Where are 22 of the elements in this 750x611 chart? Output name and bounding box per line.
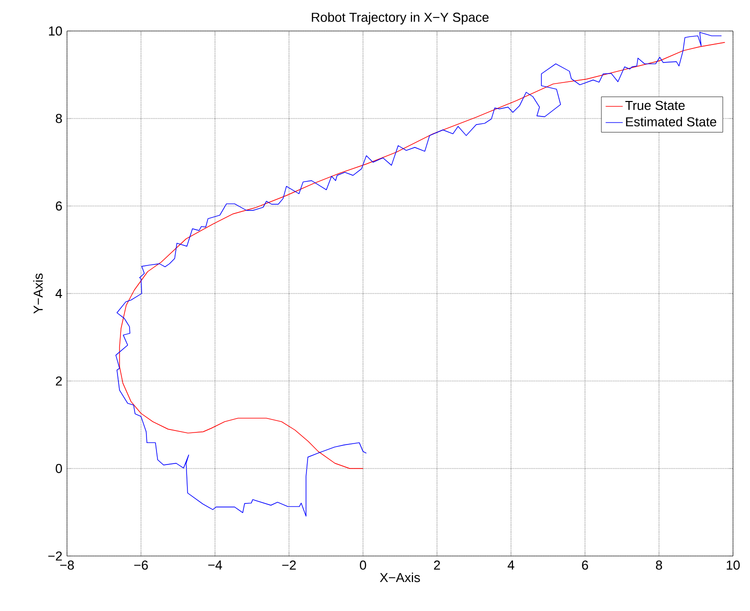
y-tick-label: −2 [48, 551, 62, 561]
x-tick-label: 10 [726, 560, 740, 570]
x-tick-label: −6 [134, 560, 148, 570]
x-tick-label: −2 [282, 560, 296, 570]
x-tick-label: 0 [360, 560, 366, 570]
y-tick-label: 4 [56, 289, 62, 298]
x-tick-label: 6 [582, 560, 588, 570]
y-tick-label: 8 [56, 114, 62, 124]
x-tick-label: 2 [434, 560, 440, 570]
legend-label: Estimated State [626, 116, 716, 126]
chart-title: Robot Trajectory in X−Y Space [312, 12, 489, 24]
x-tick-label: 4 [508, 560, 514, 570]
x-tick-label: 8 [656, 560, 662, 570]
y-tick-label: 6 [56, 201, 62, 211]
y-axis-title: Y−Axis [33, 274, 43, 314]
legend-label: True State [625, 100, 685, 110]
x-tick-label: −4 [208, 560, 222, 570]
x-axis-title: X−Axis [380, 572, 420, 582]
y-tick-label: 2 [56, 376, 62, 386]
y-tick-label: 10 [48, 26, 62, 36]
x-tick-label: −8 [60, 560, 74, 570]
y-tick-label: 0 [56, 464, 62, 474]
